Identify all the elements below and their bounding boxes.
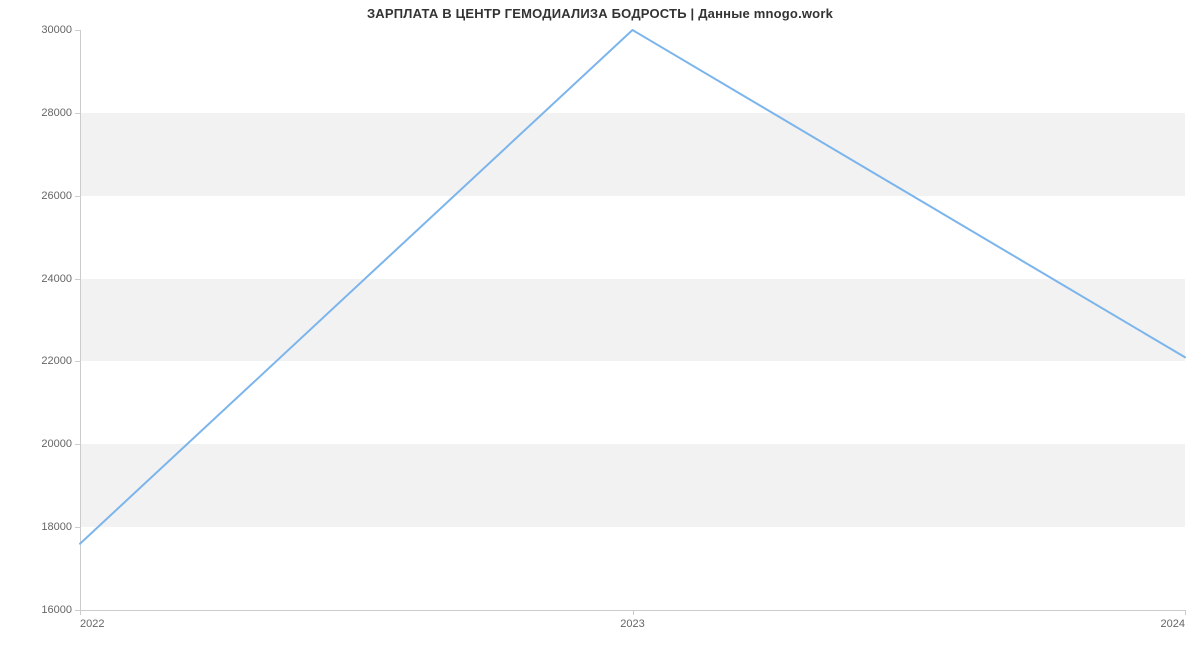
x-tick (633, 610, 634, 615)
x-tick (1185, 610, 1186, 615)
x-axis-label: 2024 (1161, 618, 1185, 630)
y-axis-label: 30000 (41, 24, 72, 36)
chart-title: ЗАРПЛАТА В ЦЕНТР ГЕМОДИАЛИЗА БОДРОСТЬ | … (0, 6, 1200, 21)
series-line-salary (80, 30, 1185, 544)
y-axis-label: 28000 (41, 107, 72, 119)
y-axis-label: 20000 (41, 438, 72, 450)
y-axis-label: 26000 (41, 190, 72, 202)
y-axis-label: 18000 (41, 521, 72, 533)
x-axis-label: 2023 (620, 618, 644, 630)
y-axis-label: 24000 (41, 273, 72, 285)
y-axis-label: 22000 (41, 355, 72, 367)
series-layer (80, 30, 1185, 610)
x-axis-label: 2022 (80, 618, 104, 630)
y-axis-label: 16000 (41, 604, 72, 616)
x-tick (80, 610, 81, 615)
plot-area: 1600018000200002200024000260002800030000… (80, 30, 1185, 610)
salary-line-chart: ЗАРПЛАТА В ЦЕНТР ГЕМОДИАЛИЗА БОДРОСТЬ | … (0, 0, 1200, 650)
